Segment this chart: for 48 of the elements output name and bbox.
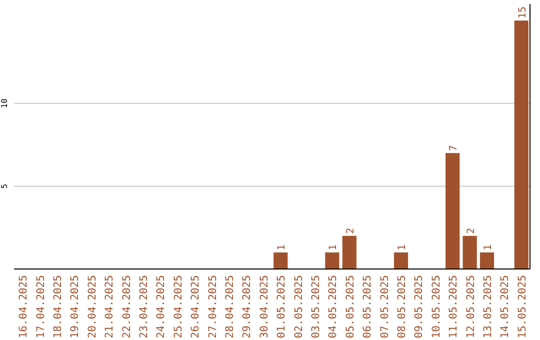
bar (342, 236, 356, 269)
x-tick-label: 13.05.2025 (482, 275, 494, 338)
x-tick-label: 24.04.2025 (155, 275, 168, 338)
bar (446, 153, 460, 269)
bar (480, 252, 494, 269)
x-tick-label: 26.04.2025 (190, 275, 202, 338)
x-tick-label: 07.05.2025 (378, 275, 391, 338)
x-tick-label: 18.04.2025 (52, 275, 64, 338)
x-tick-label: 12.05.2025 (464, 275, 477, 338)
x-tick-label: 09.05.2025 (413, 275, 426, 338)
bar (325, 252, 340, 269)
x-tick-label: 25.04.2025 (172, 275, 184, 338)
x-tick-label: 21.04.2025 (104, 275, 116, 338)
x-tick-label: 04.05.2025 (327, 275, 340, 338)
data-label: 7 (448, 145, 460, 152)
data-label: 15 (517, 6, 528, 19)
x-tick-label: 06.05.2025 (362, 275, 374, 338)
x-tick-label: 10.05.2025 (430, 275, 442, 338)
x-tick-label: 03.05.2025 (310, 275, 322, 338)
y-tick-label: 5 (0, 184, 9, 189)
x-tick-label: 05.05.2025 (344, 275, 356, 338)
bar (274, 252, 288, 269)
x-tick-label: 16.04.2025 (18, 275, 30, 338)
bar (514, 20, 528, 269)
data-label: 1 (328, 244, 340, 250)
x-tick-label: 15.05.2025 (516, 275, 528, 338)
data-label: 2 (345, 228, 356, 234)
x-tick-label: 08.05.2025 (396, 275, 408, 338)
data-label: 1 (276, 244, 288, 250)
x-tick-label: 29.04.2025 (241, 275, 254, 338)
data-label: 1 (397, 244, 408, 250)
x-tick-label: 20.04.2025 (86, 275, 98, 338)
x-tick-label: 01.05.2025 (276, 275, 288, 338)
x-tick-label: 14.05.2025 (499, 275, 512, 338)
bar (462, 236, 477, 269)
x-tick-label: 30.04.2025 (258, 275, 270, 338)
x-tick-label: 17.04.2025 (34, 275, 47, 338)
x-tick-label: 11.05.2025 (448, 275, 460, 338)
data-label: 1 (483, 244, 494, 250)
bar (394, 252, 408, 269)
data-label: 2 (466, 228, 477, 234)
x-tick-label: 22.04.2025 (120, 275, 133, 338)
x-tick-label: 19.04.2025 (69, 275, 82, 338)
x-tick-label: 23.04.2025 (138, 275, 150, 338)
x-tick-label: 27.04.2025 (206, 275, 219, 338)
x-tick-label: 02.05.2025 (292, 275, 305, 338)
x-tick-label: 28.04.2025 (224, 275, 236, 338)
y-tick-label: 10 (0, 98, 9, 108)
